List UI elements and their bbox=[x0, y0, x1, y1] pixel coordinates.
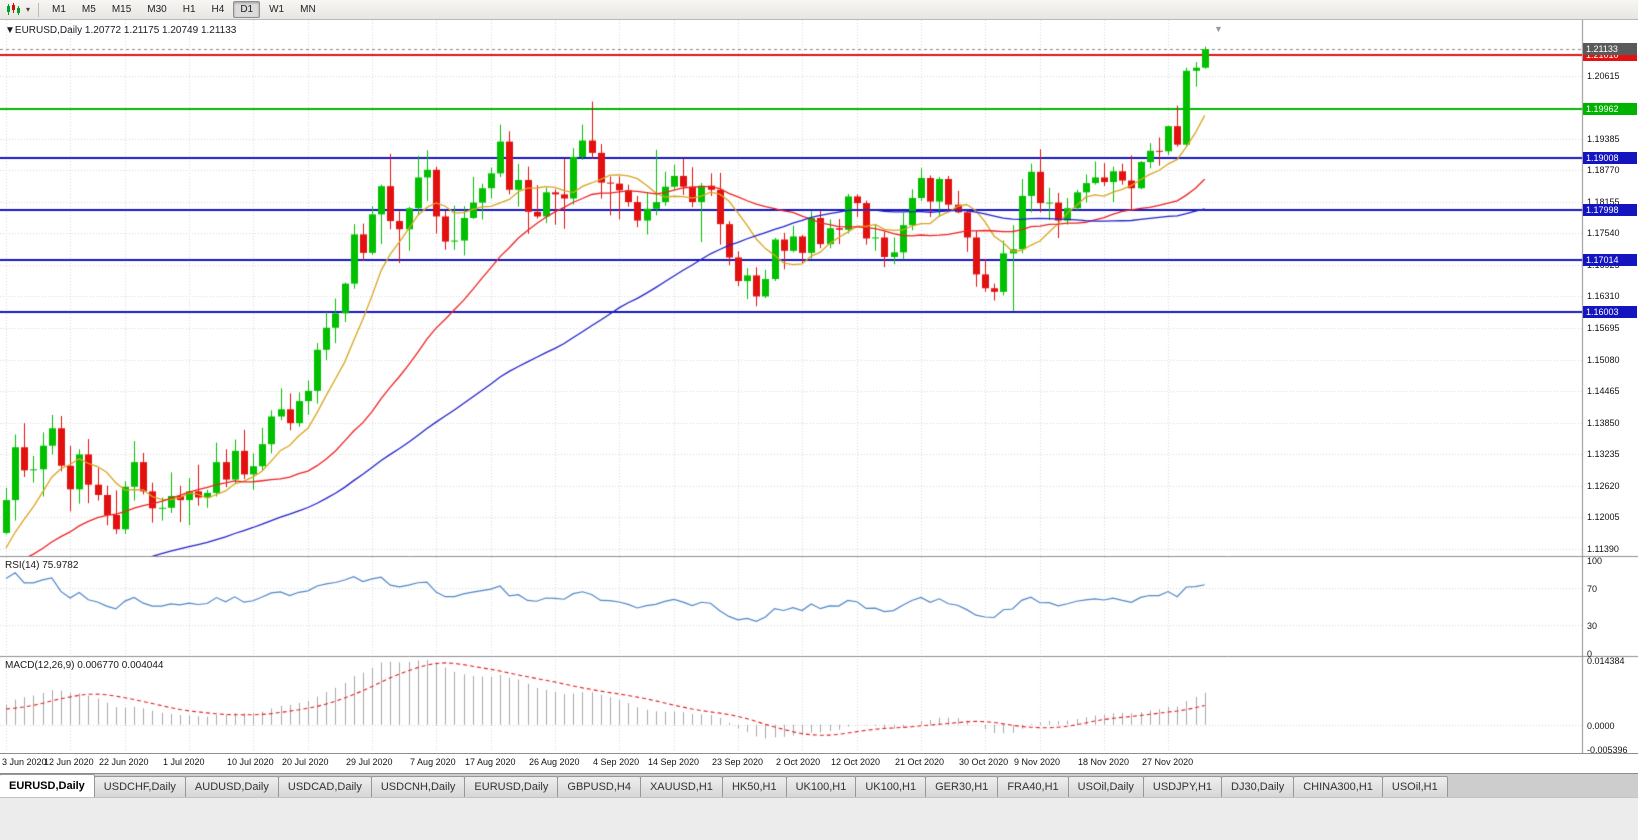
chart-tab-13[interactable]: USOil,Daily bbox=[1067, 776, 1144, 797]
chart-tab-9[interactable]: UK100,H1 bbox=[785, 776, 857, 797]
tf-button-h4[interactable]: H4 bbox=[211, 4, 225, 15]
tf-button-m1[interactable]: M1 bbox=[52, 4, 66, 15]
tf-button-w1[interactable]: W1 bbox=[269, 4, 285, 15]
tf-button-h1[interactable]: H1 bbox=[182, 4, 196, 15]
chart-tab-1[interactable]: USDCHF,Daily bbox=[93, 776, 186, 797]
chart-tab-11[interactable]: GER30,H1 bbox=[925, 776, 999, 797]
chart-tab-3[interactable]: USDCAD,Daily bbox=[277, 776, 372, 797]
chart-tab-16[interactable]: CHINA300,H1 bbox=[1293, 776, 1383, 797]
chart-tab-15[interactable]: DJ30,Daily bbox=[1221, 776, 1295, 797]
timeframe-toolbar: ▾ M1 M5 M15 M30 H1 H4 D1 W1 MN bbox=[0, 0, 1638, 20]
chart-type-icon[interactable] bbox=[3, 1, 23, 18]
chart-tab-12[interactable]: FRA40,H1 bbox=[997, 776, 1069, 797]
tf-button-mn[interactable]: MN bbox=[300, 4, 316, 15]
chart-tab-14[interactable]: USDJPY,H1 bbox=[1142, 776, 1223, 797]
toolbar-separator bbox=[38, 2, 39, 17]
tf-button-d1[interactable]: D1 bbox=[233, 1, 261, 18]
chart-tab-6[interactable]: GBPUSD,H4 bbox=[557, 776, 641, 797]
chart-tab-2[interactable]: AUDUSD,Daily bbox=[184, 776, 279, 797]
chart-tab-7[interactable]: XAUUSD,H1 bbox=[639, 776, 723, 797]
chart-tab-17[interactable]: USOil,H1 bbox=[1381, 776, 1448, 797]
chart-tab-bar: EURUSD,Daily USDCHF,Daily AUDUSD,Daily USDC… bbox=[0, 773, 1638, 797]
price-chart-canvas[interactable] bbox=[0, 20, 1638, 753]
chart-tab-5[interactable]: EURUSD,Daily bbox=[464, 776, 559, 797]
tf-button-m15[interactable]: M15 bbox=[111, 4, 132, 15]
chart-tab-4[interactable]: USDCNH,Daily bbox=[370, 776, 466, 797]
chart-type-dropdown-icon[interactable]: ▾ bbox=[25, 5, 30, 14]
tf-button-m30[interactable]: M30 bbox=[147, 4, 167, 15]
status-strip bbox=[0, 797, 1638, 840]
tf-button-m5[interactable]: M5 bbox=[81, 4, 96, 15]
date-axis[interactable] bbox=[0, 753, 1638, 773]
timeframe-buttons: M1 M5 M15 M30 H1 H4 D1 W1 MN bbox=[44, 1, 324, 18]
chart-tab-8[interactable]: HK50,H1 bbox=[721, 776, 787, 797]
chart-tab-0[interactable]: EURUSD,Daily bbox=[0, 774, 95, 797]
chart-tab-10[interactable]: UK100,H1 bbox=[855, 776, 927, 797]
